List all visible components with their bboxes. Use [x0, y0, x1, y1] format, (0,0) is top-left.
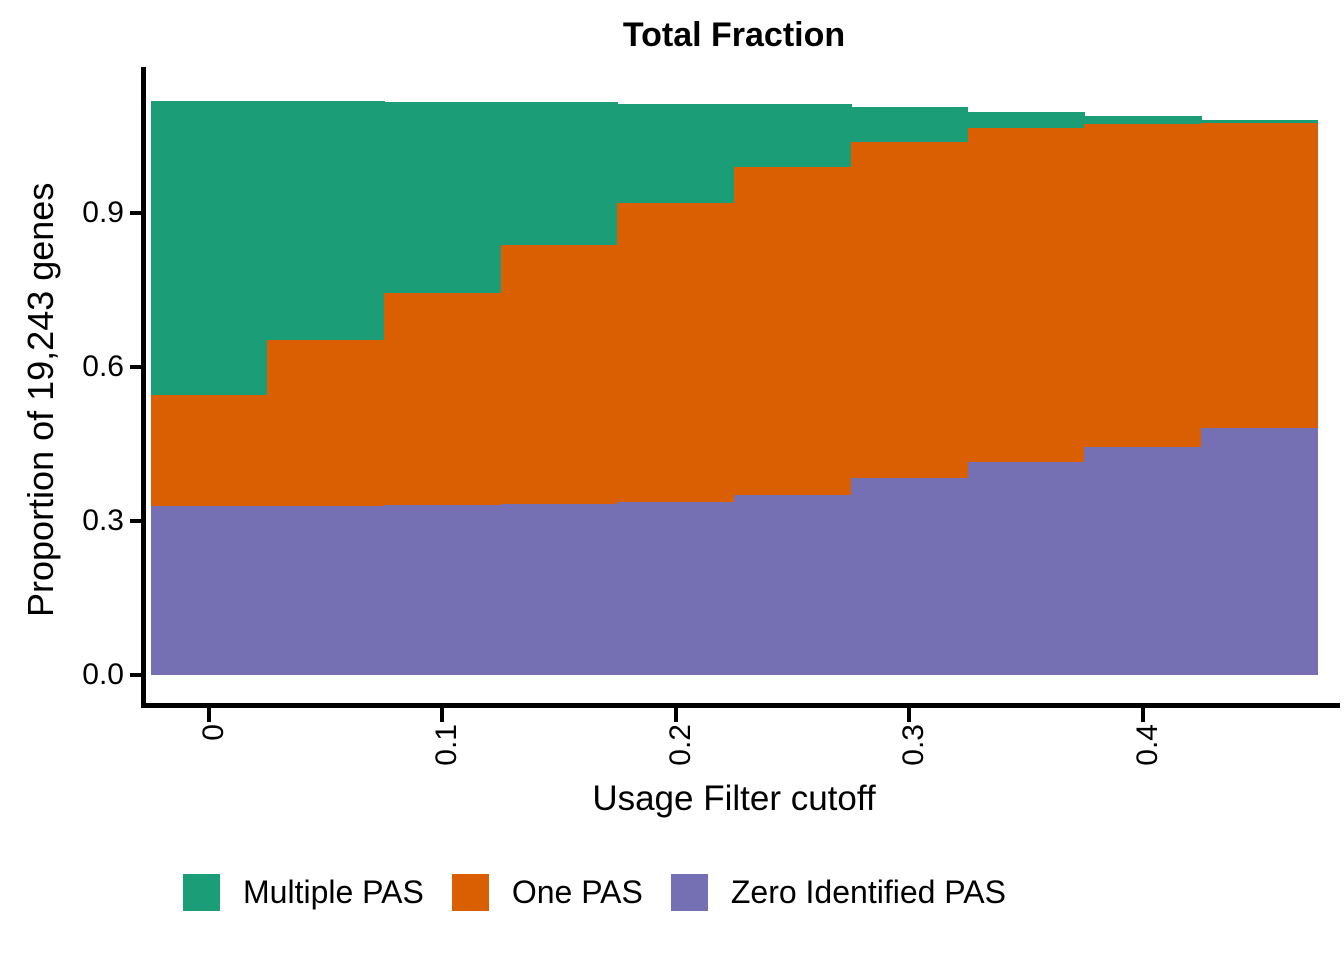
bar-segment-one-pas-x0.45 — [1200, 123, 1319, 428]
bar-segment-multiple-pas-x0 — [150, 101, 269, 396]
bar-segment-zero-identified-pas-x0.15 — [500, 503, 619, 675]
y-tick-label: 0.9 — [82, 196, 124, 229]
legend-item-one-pas: One PAS — [451, 874, 643, 911]
bar-segment-zero-identified-pas-x0.25 — [734, 495, 852, 675]
bar-segment-one-pas-x0.1 — [384, 293, 502, 506]
legend-label: One PAS — [511, 874, 643, 910]
y-tick-0.9 — [130, 211, 141, 215]
y-tick-label: 0.3 — [82, 504, 124, 537]
bar-segment-zero-identified-pas-x0 — [150, 505, 269, 675]
y-tick-0.6 — [130, 365, 141, 369]
x-tick-label: 0.2 — [663, 724, 697, 766]
x-tick-0.2 — [673, 708, 678, 722]
x-tick-0.4 — [1140, 708, 1145, 722]
legend-label: Zero Identified PAS — [730, 874, 1006, 910]
y-tick-0.0 — [130, 673, 141, 677]
legend-swatch-icon — [451, 874, 489, 911]
legend: Multiple PAS One PAS Zero Identified PAS — [183, 874, 1006, 911]
x-tick-label: 0.4 — [1130, 724, 1164, 766]
legend-item-multiple-pas: Multiple PAS — [183, 874, 424, 911]
x-tick-label: 0 — [197, 724, 230, 741]
x-tick-label: 0.1 — [430, 724, 464, 766]
bar-segment-zero-identified-pas-x0.45 — [1200, 427, 1319, 675]
bar-segment-zero-identified-pas-x0.3 — [850, 477, 969, 675]
bar-segment-one-pas-x0.4 — [1084, 124, 1202, 448]
bar-segment-one-pas-x0.05 — [267, 339, 385, 506]
bar-segment-multiple-pas-x0.05 — [267, 101, 385, 340]
bar-segment-zero-identified-pas-x0.05 — [267, 505, 385, 675]
bar-segment-one-pas-x0.15 — [500, 244, 619, 504]
legend-label: Multiple PAS — [243, 874, 424, 910]
x-tick-0.1 — [440, 708, 445, 722]
bar-segment-multiple-pas-x0.2 — [617, 103, 735, 203]
bar-segment-zero-identified-pas-x0.35 — [967, 462, 1085, 675]
bar-segment-multiple-pas-x0.35 — [967, 112, 1085, 128]
bar-segment-multiple-pas-x0.1 — [384, 101, 502, 294]
bar-segment-multiple-pas-x0.45 — [1200, 119, 1319, 124]
x-tick-0.3 — [907, 708, 912, 722]
bar-segment-multiple-pas-x0.15 — [500, 102, 619, 245]
x-tick-0 — [207, 708, 211, 722]
y-tick-label: 0.6 — [82, 350, 124, 383]
bar-segment-multiple-pas-x0.25 — [734, 104, 852, 168]
legend-item-zero-identified-pas: Zero Identified PAS — [670, 874, 1006, 911]
bar-segment-one-pas-x0 — [150, 395, 269, 506]
x-axis-title: Usage Filter cutoff — [592, 779, 876, 818]
bar-segment-zero-identified-pas-x0.4 — [1084, 447, 1202, 675]
bar-segment-one-pas-x0.25 — [734, 167, 852, 496]
x-axis-line — [141, 703, 1340, 708]
y-tick-0.3 — [130, 519, 141, 523]
x-tick-label: 0.3 — [897, 724, 931, 766]
bar-segment-multiple-pas-x0.4 — [1084, 116, 1202, 125]
bar-segment-one-pas-x0.35 — [967, 127, 1085, 463]
bar-segment-one-pas-x0.3 — [850, 141, 969, 478]
y-axis-line — [141, 67, 146, 708]
legend-swatch-icon — [670, 874, 708, 911]
plot-title: Total Fraction — [622, 16, 846, 54]
bar-segment-zero-identified-pas-x0.2 — [617, 502, 735, 675]
bar-segment-zero-identified-pas-x0.1 — [384, 505, 502, 675]
bar-segment-one-pas-x0.2 — [617, 202, 735, 502]
legend-swatch-icon — [183, 874, 220, 911]
y-tick-label: 0.0 — [82, 658, 124, 691]
bar-segment-multiple-pas-x0.3 — [850, 107, 969, 142]
